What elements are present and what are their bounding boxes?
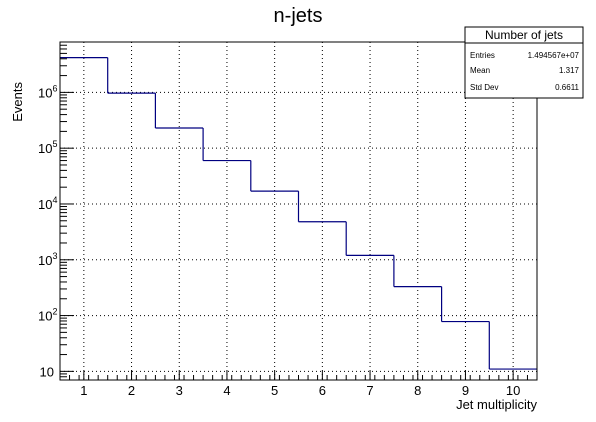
stats-stddev-value: 0.6611: [555, 83, 579, 92]
y-tick-label: 103: [38, 251, 57, 268]
x-tick-label: 3: [176, 383, 183, 398]
stats-mean-label: Mean: [470, 66, 490, 75]
x-tick-label: 5: [271, 383, 278, 398]
y-tick-labels: 10 102 103 104 105 106: [38, 83, 57, 379]
x-tick-label: 2: [128, 383, 135, 398]
stats-box-title: Number of jets: [485, 28, 563, 42]
x-tick-label: 6: [319, 383, 326, 398]
y-tick-label: 106: [38, 83, 57, 100]
x-tick-label: 7: [366, 383, 373, 398]
stats-stddev-label: Std Dev: [470, 83, 498, 92]
histogram-bars: [60, 57, 537, 370]
chart-title: n-jets: [274, 5, 323, 27]
x-axis-label: Jet multiplicity: [456, 397, 537, 412]
y-tick-label: 104: [38, 195, 57, 212]
stats-entries-value: 1.494567e+07: [528, 51, 580, 60]
y-tick-label: 102: [38, 307, 57, 324]
stats-mean-value: 1.317: [559, 66, 580, 75]
stats-box: Number of jets Entries 1.494567e+07 Mean…: [464, 26, 584, 99]
x-tick-label: 4: [223, 383, 230, 398]
y-axis-label: Events: [10, 82, 25, 122]
x-tick-labels: 1 2 3 4 5 6 7 8 9 10: [80, 383, 520, 398]
x-tick-label: 1: [80, 383, 87, 398]
x-tick-label: 9: [462, 383, 469, 398]
x-tick-label: 10: [506, 383, 520, 398]
axis-ticks: [60, 41, 528, 381]
y-tick-label: 105: [38, 139, 57, 156]
y-tick-label: 10: [40, 364, 54, 379]
stats-entries-label: Entries: [470, 51, 495, 60]
x-tick-label: 8: [414, 383, 421, 398]
stats-box-frame: [464, 26, 584, 99]
